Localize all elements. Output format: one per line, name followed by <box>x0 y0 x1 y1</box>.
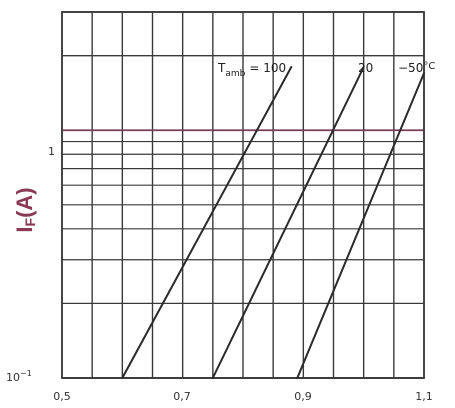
x-tick-label: 0,7 <box>173 390 191 403</box>
annotation-last: −50°C <box>398 61 435 75</box>
series-line-0 <box>121 66 293 379</box>
temperature-annotation: Tamb = 100 20 −50°C <box>217 61 435 79</box>
y-tick-label-1: 1 <box>48 145 55 158</box>
series-line-1 <box>211 66 365 379</box>
y-tick-label-0.1: 10−1 <box>6 369 32 384</box>
chart-grid <box>61 11 425 379</box>
plot-frame <box>61 11 425 379</box>
y-axis-label: IF(A) <box>12 187 38 232</box>
x-tick-label: 1,1 <box>415 390 433 403</box>
annotation-mid: 20 <box>358 61 373 75</box>
x-tick-label: 0,9 <box>294 390 312 403</box>
x-tick-label: 0,5 <box>53 390 71 403</box>
tamb-label: Tamb = 100 <box>217 61 286 79</box>
chart-series <box>121 66 425 379</box>
y-tick-labels: 10−1 1 <box>6 145 55 384</box>
series-line-2 <box>296 72 425 379</box>
x-tick-labels: 0,5 0,7 0,9 1,1 <box>53 390 433 403</box>
